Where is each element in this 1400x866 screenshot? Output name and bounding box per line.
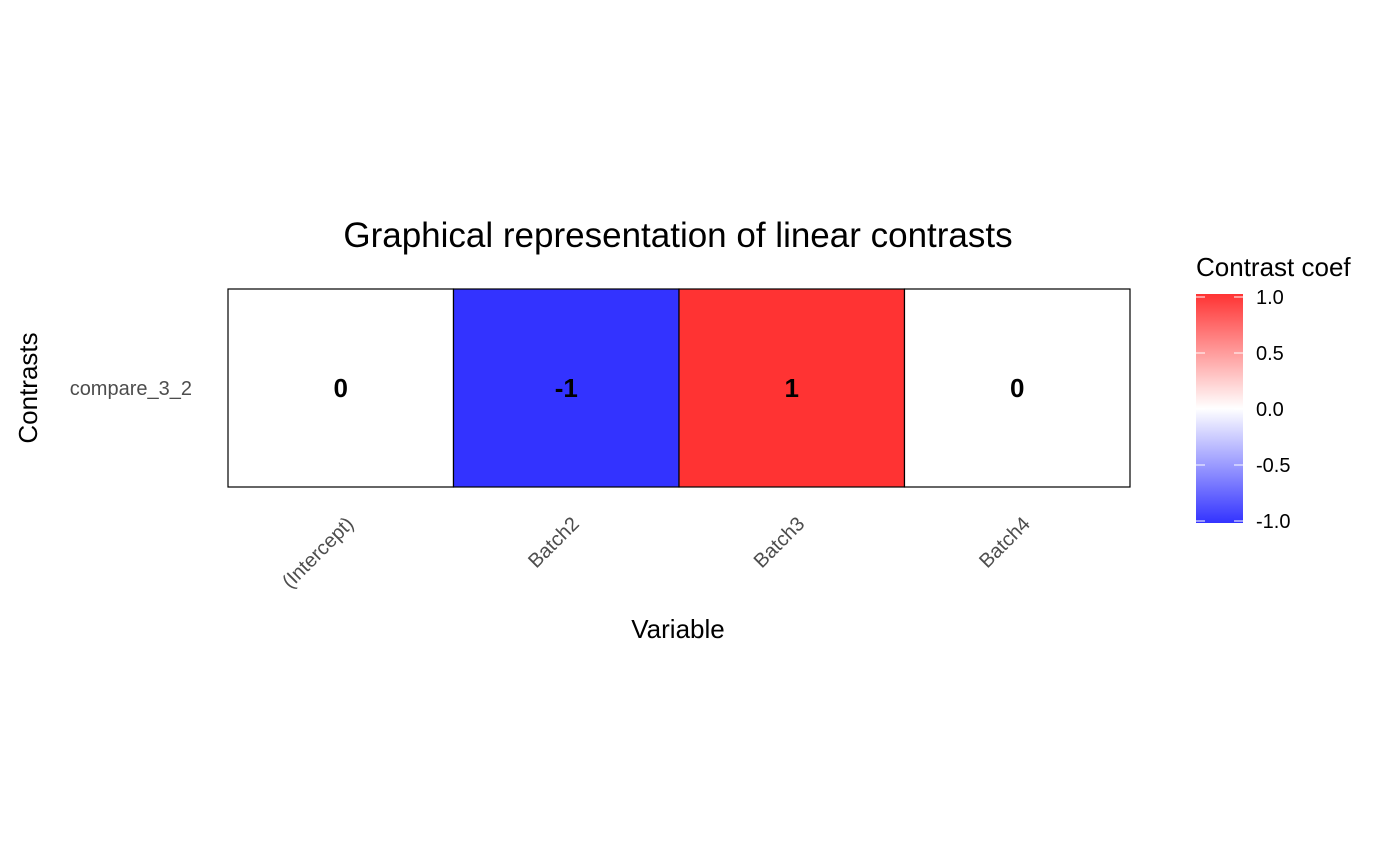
legend-tick-label: -0.5 — [1256, 455, 1290, 477]
x-tick-label: (Intercept) — [278, 513, 358, 593]
x-axis-title: Variable — [631, 614, 724, 644]
x-tick-label: Batch4 — [975, 513, 1035, 573]
legend-tick-label: 0.5 — [1256, 343, 1284, 365]
heatmap-cell — [903, 288, 1131, 488]
y-axis-tick-labels: compare_3_2 — [70, 378, 192, 400]
heatmap-cell — [227, 288, 455, 488]
legend-ticks: 1.0 0.5 0.0 -0.5 -1.0 — [1196, 287, 1290, 533]
legend-tick-label: 0.0 — [1256, 399, 1284, 421]
heatmap-cell-labels: 0 -1 1 0 — [334, 373, 1025, 403]
heatmap-cell — [452, 288, 680, 488]
legend-tick-label: 1.0 — [1256, 287, 1284, 309]
chart-title: Graphical representation of linear contr… — [343, 216, 1012, 255]
heatmap-cell — [678, 288, 906, 488]
x-tick-label: Batch3 — [750, 513, 810, 573]
heatmap-cells — [227, 288, 1131, 488]
cell-value-label: 1 — [785, 373, 799, 403]
legend-title: Contrast coef — [1196, 252, 1351, 282]
color-legend: Contrast coef 1.0 0.5 0.0 -0.5 -1.0 — [1196, 252, 1351, 533]
x-axis-tick-labels: (Intercept) Batch2 Batch3 Batch4 — [278, 513, 1035, 593]
legend-tick-label: -1.0 — [1256, 511, 1290, 533]
x-tick-label: Batch2 — [524, 513, 584, 573]
cell-value-label: 0 — [334, 373, 348, 403]
cell-value-label: 0 — [1010, 373, 1024, 403]
cell-value-label: -1 — [555, 373, 578, 403]
y-axis-title: Contrasts — [13, 332, 43, 443]
y-tick-label: compare_3_2 — [70, 378, 192, 400]
